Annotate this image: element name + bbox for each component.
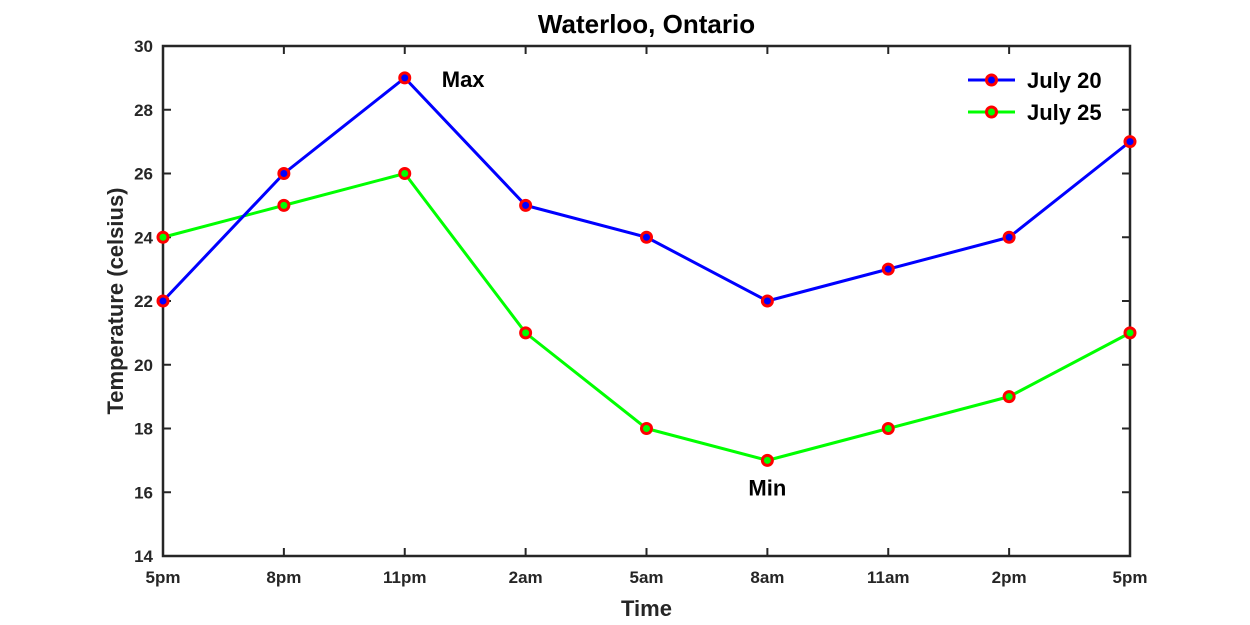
x-tick-label: 2pm [992,568,1027,587]
data-point-july-20 [277,167,291,180]
y-tick-label: 18 [134,420,153,439]
data-point-july-25 [760,453,774,467]
legend-marker-july-25 [985,105,998,119]
x-axis-label: Time [621,596,672,621]
data-point-july-25 [519,326,533,340]
axis-ticks: 5pm 8pm 11pm 2am 5am 8am 11am 2pm 5pm 14 16 18 20 22 2… [134,37,1147,587]
data-point-july-25 [156,230,170,244]
annotations: Max Min [442,67,787,501]
y-tick-label: 24 [134,228,153,247]
x-tick-label: 2am [509,568,543,587]
data-point-july-20 [1123,135,1137,149]
x-tick-label: 11pm [383,568,426,587]
data-point-july-25 [398,167,412,180]
data-point-july-20 [640,230,653,244]
plot-area [161,44,1132,558]
data-point-july-20 [519,198,533,212]
legend-label-july-20: July 20 [1027,68,1102,93]
y-tick-label: 26 [134,165,153,184]
x-tick-label: 8am [750,568,784,587]
data-point-july-25 [881,422,895,435]
y-tick-label: 16 [134,483,153,502]
y-tick-label: 28 [134,101,153,120]
data-point-july-25 [1002,390,1016,404]
x-tick-label: 11am [867,568,910,587]
x-tick-label: 5pm [1113,568,1148,587]
x-tick-label: 5pm [146,568,181,587]
data-point-july-20 [881,262,895,276]
data-point-july-25 [640,422,653,435]
legend: July 20 July 25 [968,68,1102,125]
data-point-july-25 [277,198,291,212]
axes-box [161,44,1132,558]
data-point-july-20 [156,294,170,308]
legend-label-july-25: July 25 [1027,100,1102,125]
x-tick-label: 8pm [266,568,301,587]
y-tick-label: 22 [134,292,153,311]
series-layer [156,71,1137,467]
y-tick-label: 30 [134,37,153,56]
y-tick-label: 14 [134,547,153,566]
chart-title: Waterloo, Ontario [538,9,755,39]
annotation-max: Max [442,67,486,92]
data-point-july-25 [1123,326,1137,340]
data-point-july-20 [398,71,412,85]
y-tick-label: 20 [134,356,153,375]
x-tick-label: 5am [629,568,663,587]
y-axis-label: Temperature (celsius) [103,187,128,414]
legend-marker-july-20 [985,73,998,87]
data-point-july-20 [760,294,774,308]
annotation-min: Min [748,475,786,500]
data-point-july-20 [1002,230,1016,244]
